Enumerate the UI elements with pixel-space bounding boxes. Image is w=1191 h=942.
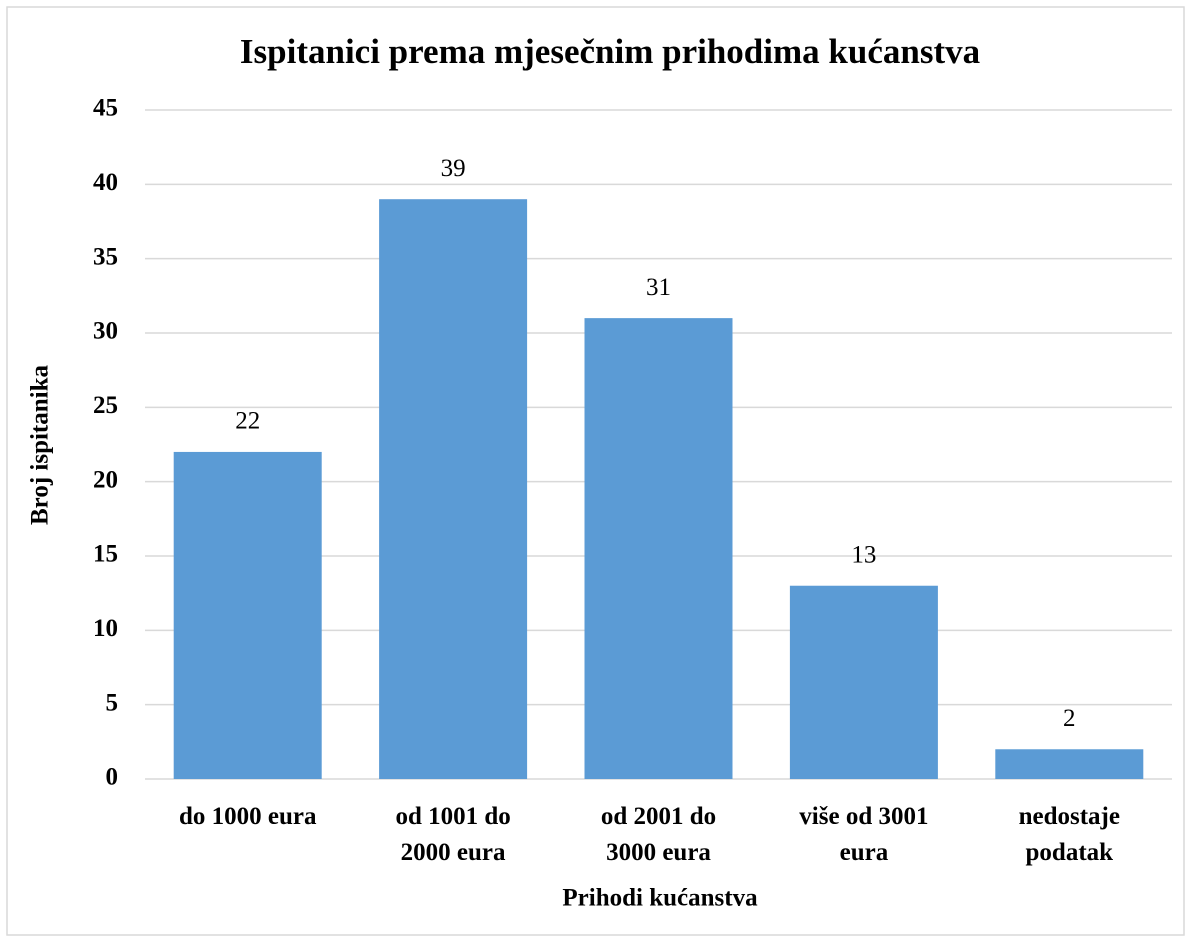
data-label: 39 (441, 155, 466, 182)
y-axis-title: Broj ispitanika (27, 365, 54, 525)
bar (173, 451, 322, 779)
bar (379, 199, 528, 779)
y-tick-label: 35 (93, 243, 118, 270)
data-label: 13 (851, 541, 876, 568)
x-axis-title: Prihodi kućanstva (562, 885, 758, 912)
data-label: 2 (1063, 705, 1076, 732)
x-tick-label: od 1001 do 2000 eura (395, 803, 510, 866)
y-tick-label: 45 (93, 95, 118, 122)
chart-title: Ispitanici prema mjesečnim prihodima kuć… (240, 32, 980, 71)
bar (584, 318, 733, 779)
x-tick-label: do 1000 eura (179, 803, 317, 830)
data-label: 22 (235, 408, 260, 435)
x-tick-label: više od 3001 eura (799, 803, 928, 866)
bar (789, 585, 938, 779)
y-tick-label: 15 (93, 541, 118, 568)
data-label: 31 (646, 274, 671, 301)
y-tick-label: 10 (93, 615, 118, 642)
y-tick-label: 40 (93, 169, 118, 196)
x-tick-label: od 2001 do 3000 eura (601, 803, 716, 866)
y-tick-label: 20 (93, 466, 118, 493)
y-tick-label: 0 (106, 764, 119, 791)
bar (995, 749, 1144, 779)
y-tick-label: 5 (106, 689, 119, 716)
x-tick-label: nedostaje podatak (1019, 803, 1120, 866)
y-tick-label: 30 (93, 318, 118, 345)
y-tick-label: 25 (93, 392, 118, 419)
